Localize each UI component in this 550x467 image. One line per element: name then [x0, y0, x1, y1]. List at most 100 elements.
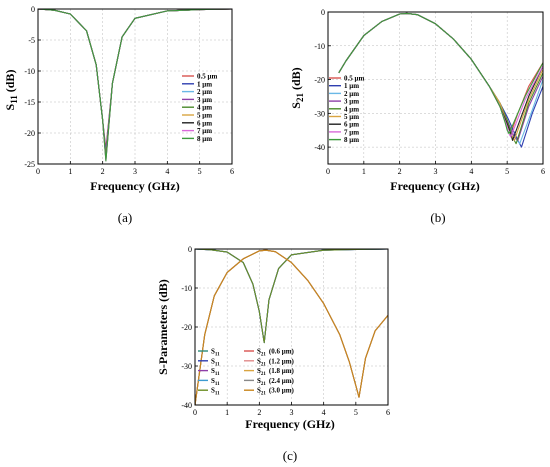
legend-label-main: S	[211, 367, 215, 375]
y-tick-label: 0	[321, 8, 325, 17]
y-tick-label: -25	[24, 160, 35, 169]
legend-label-main: S	[257, 377, 261, 385]
y-axis-label-main: S	[3, 103, 17, 110]
legend-label-sub: 11	[215, 382, 220, 387]
y-axis-label: S21 (dB)	[289, 67, 305, 108]
legend-label-sub: 11	[215, 362, 220, 367]
legend-label: S21 (2.4 μm)	[257, 377, 295, 387]
panel-label: (b)	[430, 210, 445, 225]
legend-label-sub: 21	[261, 372, 267, 377]
y-tick-label: -20	[314, 76, 325, 85]
legend-label: S21 (1.8 μm)	[257, 367, 295, 377]
x-tick-label: 2	[101, 167, 105, 176]
legend-label: 6 μm	[197, 119, 212, 127]
legend-label-main: S	[211, 357, 215, 365]
y-axis-label: S-Parameters (dB)	[156, 279, 170, 375]
legend-label: 0.5 μm	[344, 75, 364, 83]
x-tick-label: 3	[290, 408, 294, 417]
legend-label-sub: 11	[215, 392, 220, 397]
series-line	[338, 12, 544, 141]
legend-label-sub: 21	[261, 392, 267, 397]
legend: 0.5 μm1 μm2 μm3 μm4 μm5 μm6 μm7 μm8 μm	[182, 73, 217, 143]
legend-label: S11	[211, 387, 220, 397]
legend-label-thickness: (1.8 μm)	[269, 367, 295, 375]
legend-label-sub: 21	[261, 362, 267, 367]
y-tick-label: 0	[188, 245, 192, 254]
legend-label: 8 μm	[344, 136, 359, 144]
x-tick-label: 5	[354, 408, 358, 417]
chart-panel-2: 0 1 2 3 4 5 6 0 -10 -20 -30 -40 Frequency (GHz) S21 (…	[289, 8, 545, 225]
series-line	[37, 8, 233, 162]
y-axis-label-sub: 21	[295, 92, 305, 102]
legend-label: 4 μm	[344, 105, 359, 113]
legend-label: 5 μm	[344, 113, 359, 121]
y-tick-label: -30	[181, 362, 192, 371]
x-axis-label: Frequency (GHz)	[390, 179, 479, 193]
chart-panel-3: 0 1 2 3 4 5 6 0 -10 -20 -30 -40 Frequency (GHz) S-Par…	[156, 245, 390, 463]
legend-label-main: S	[257, 357, 261, 365]
legend-label: 5 μm	[197, 112, 212, 120]
legend-label-thickness: (3.0 μm)	[269, 387, 295, 395]
x-tick-label: 3	[434, 167, 438, 176]
x-tick-label: 2	[398, 167, 402, 176]
legend-label-main: S	[257, 387, 261, 395]
y-axis-label: S11 (dB)	[3, 70, 19, 111]
legend-label: 7 μm	[344, 128, 359, 136]
legend-label: 0.5 μm	[197, 73, 217, 81]
y-tick-label: -10	[181, 284, 192, 293]
x-tick-label: 1	[362, 167, 366, 176]
legend-label-sub: 21	[261, 353, 267, 358]
x-tick-label: 4	[322, 408, 326, 417]
y-tick-label: -40	[181, 401, 192, 410]
legend-label: S21 (3.0 μm)	[257, 387, 295, 397]
x-tick-label: 0	[193, 408, 197, 417]
legend-label: 4 μm	[197, 104, 212, 112]
y-axis-label-unit: (dB)	[3, 70, 17, 96]
y-tick-label: -10	[314, 42, 325, 51]
y-tick-label: -20	[181, 323, 192, 332]
legend-label-main: S	[211, 348, 215, 356]
x-tick-label: 3	[133, 167, 137, 176]
y-axis-label-unit: (dB)	[289, 67, 303, 93]
panel-label: (a)	[118, 210, 132, 225]
legend-label: 3 μm	[197, 96, 212, 104]
legend-label: 6 μm	[344, 121, 359, 129]
y-tick-label: -10	[24, 67, 35, 76]
legend-label-thickness: (2.4 μm)	[269, 377, 295, 385]
legend-label: 8 μm	[197, 135, 212, 143]
legend-label: 1 μm	[344, 82, 359, 90]
legend-label-main: S	[257, 348, 261, 356]
series-line	[338, 12, 544, 145]
panel-label: (c)	[283, 448, 297, 463]
legend-label: S21 (1.2 μm)	[257, 357, 295, 367]
chart-panel-1: 0 1 2 3 4 5 6 0 -5 -10 -15 -20 -25 Frequency (GHz) S11…	[3, 5, 234, 225]
legend-label: 3 μm	[344, 98, 359, 106]
legend-label-sub: 21	[261, 382, 267, 387]
legend: 0.5 μm1 μm2 μm3 μm4 μm5 μm6 μm7 μm8 μm	[329, 75, 364, 144]
x-axis-label: Frequency (GHz)	[90, 179, 179, 193]
series-line	[338, 12, 544, 141]
x-tick-label: 6	[386, 408, 390, 417]
x-tick-label: 2	[257, 408, 261, 417]
y-tick-label: 0	[31, 5, 35, 14]
x-tick-label: 6	[541, 167, 545, 176]
legend-label-sub: 11	[215, 353, 220, 358]
legend-label-thickness: (1.2 μm)	[269, 357, 295, 365]
legend-label: S21 (0.6 μm)	[257, 348, 295, 358]
legend-label: 2 μm	[344, 90, 359, 98]
series-line	[338, 12, 544, 145]
x-tick-label: 4	[165, 167, 169, 176]
x-tick-label: 1	[68, 167, 72, 176]
series-line	[194, 248, 389, 344]
x-tick-label: 4	[469, 167, 473, 176]
legend-label: S11	[211, 357, 220, 367]
y-axis-label-main: S	[289, 102, 303, 109]
x-axis-label: Frequency (GHz)	[245, 417, 334, 431]
x-tick-label: 1	[225, 408, 229, 417]
x-tick-label: 0	[326, 167, 330, 176]
series-line	[194, 249, 389, 406]
legend-label: 2 μm	[197, 88, 212, 96]
series-line	[338, 12, 544, 138]
legend-label-main: S	[211, 387, 215, 395]
